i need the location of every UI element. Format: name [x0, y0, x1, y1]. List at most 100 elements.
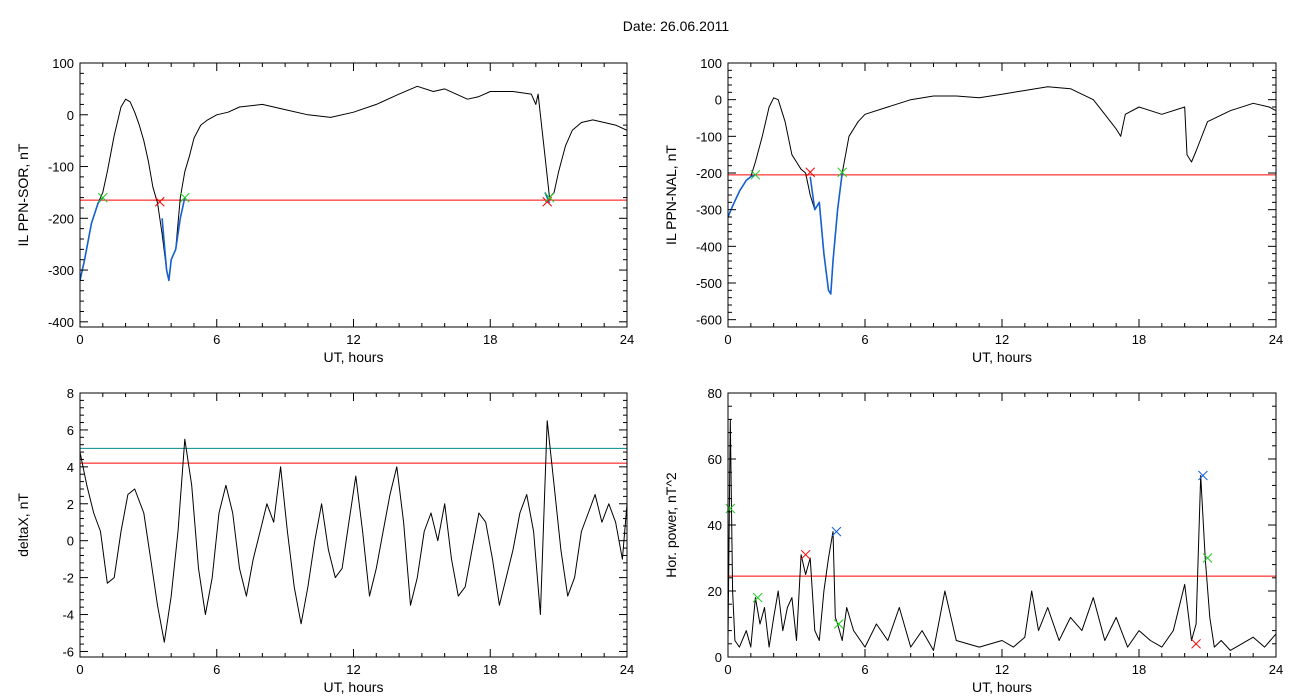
plot-frame: [79, 392, 628, 658]
cross-marker: [544, 192, 555, 203]
x-tick-label: 0: [724, 332, 731, 347]
y-tick-label: 80: [708, 386, 722, 401]
cross-marker-stroke: [1202, 553, 1213, 563]
cross-marker: [800, 549, 811, 560]
page-title: Date: 26.06.2011: [622, 18, 730, 34]
y-tick-label: -4: [62, 608, 74, 623]
y-tick-label: 2: [67, 497, 74, 512]
y-tick-label: 40: [708, 518, 722, 533]
x-tick-label: 12: [995, 332, 1009, 347]
x-tick-label: 0: [76, 662, 83, 677]
highlight-segment: [809, 172, 843, 295]
y-tick-label: 0: [715, 650, 722, 665]
cross-marker: [1202, 553, 1213, 563]
x-tick-label: 24: [1269, 332, 1283, 347]
cross-marker-stroke: [750, 169, 761, 180]
y-tick-label: -400: [696, 239, 722, 254]
cross-marker: [725, 503, 736, 514]
cross-marker: [752, 592, 763, 603]
y-axis-label: Hor. power, nT^2: [663, 472, 679, 578]
data-trace: [728, 86, 1276, 295]
y-tick-label: 0: [67, 108, 74, 123]
y-tick-label: 0: [67, 534, 74, 549]
y-tick-label: 6: [67, 423, 74, 438]
x-tick-label: 18: [1132, 662, 1146, 677]
cross-marker-stroke: [1191, 638, 1201, 649]
y-tick-label: -2: [62, 571, 74, 586]
y-axis-label: IL PPN-NAL, nT: [663, 145, 679, 245]
cross-marker: [1198, 470, 1208, 481]
y-tick-label: 60: [708, 452, 722, 467]
x-tick-label: 12: [346, 662, 360, 677]
y-axis-label: deltaX, nT: [15, 493, 31, 557]
y-tick-label: -100: [696, 129, 722, 144]
y-tick-label: 100: [700, 56, 722, 71]
y-tick-label: -600: [696, 313, 722, 328]
x-tick-label: 18: [483, 662, 497, 677]
cross-marker-stroke: [544, 192, 555, 203]
chart-sor: 0 6 12 18 24 -400 -300 -200 -100 0 100 UT, hours IL …: [15, 56, 634, 365]
y-tick-label: 4: [67, 460, 74, 475]
cross-marker: [805, 167, 816, 178]
cross-marker-stroke: [725, 503, 736, 514]
y-tick-label: -6: [62, 644, 74, 659]
x-tick-label: 6: [861, 662, 868, 677]
chart-hor-power: 0 6 12 18 24 0 20 40 60 80 UT, hours Hor. power, nT…: [663, 386, 1283, 695]
x-tick-label: 0: [724, 662, 731, 677]
cross-marker-stroke: [752, 592, 763, 603]
x-tick-label: 0: [76, 332, 83, 347]
y-tick-label: 8: [67, 386, 74, 401]
x-tick-label: 24: [620, 662, 634, 677]
data-trace: [728, 418, 1276, 651]
highlight-segment: [161, 197, 186, 282]
x-tick-label: 6: [213, 332, 220, 347]
highlight-segment: [728, 174, 756, 218]
cross-marker-stroke: [833, 619, 844, 629]
plot-area: [80, 85, 627, 282]
plot-frame: [727, 392, 1277, 658]
cross-marker-stroke: [805, 167, 816, 178]
y-axis-label: IL PPN-SOR, nT: [15, 143, 31, 246]
y-tick-label: 20: [708, 584, 722, 599]
x-tick-label: 12: [346, 332, 360, 347]
plot-area: [728, 86, 1276, 295]
x-axis-label: UT, hours: [972, 679, 1032, 695]
cross-marker-stroke: [179, 192, 190, 203]
cross-marker-stroke: [837, 167, 848, 178]
chart-nal: 0 6 12 18 24 -600 -500 -400 -300 -200 -100 0 100 UT, …: [663, 56, 1283, 365]
x-tick-label: 12: [995, 662, 1009, 677]
y-tick-label: 0: [715, 93, 722, 108]
data-trace: [80, 85, 627, 281]
cross-marker: [154, 196, 165, 207]
cross-marker: [833, 619, 844, 629]
y-tick-label: -200: [696, 166, 722, 181]
cross-marker: [179, 192, 190, 203]
cross-marker-stroke: [97, 192, 108, 203]
x-axis-label: UT, hours: [972, 349, 1032, 365]
x-tick-label: 18: [1132, 332, 1146, 347]
y-tick-label: -500: [696, 276, 722, 291]
plot-area: [80, 420, 627, 643]
cross-marker-stroke: [800, 549, 811, 560]
cross-marker: [750, 169, 761, 180]
y-tick-label: -100: [48, 160, 74, 175]
data-trace: [80, 420, 627, 643]
cross-marker: [831, 526, 842, 537]
y-tick-label: 100: [52, 56, 74, 71]
cross-marker-stroke: [154, 196, 165, 207]
cross-marker: [97, 192, 108, 203]
x-axis-label: UT, hours: [324, 679, 384, 695]
plot-area: [728, 418, 1276, 651]
cross-marker: [1191, 638, 1201, 649]
plot-frame: [79, 62, 628, 328]
y-tick-label: -300: [696, 203, 722, 218]
x-tick-label: 6: [861, 332, 868, 347]
cross-marker: [837, 167, 848, 178]
y-tick-label: -400: [48, 315, 74, 330]
y-tick-label: -200: [48, 211, 74, 226]
x-tick-label: 24: [1269, 662, 1283, 677]
x-axis-label: UT, hours: [324, 349, 384, 365]
cross-marker-stroke: [831, 526, 842, 537]
